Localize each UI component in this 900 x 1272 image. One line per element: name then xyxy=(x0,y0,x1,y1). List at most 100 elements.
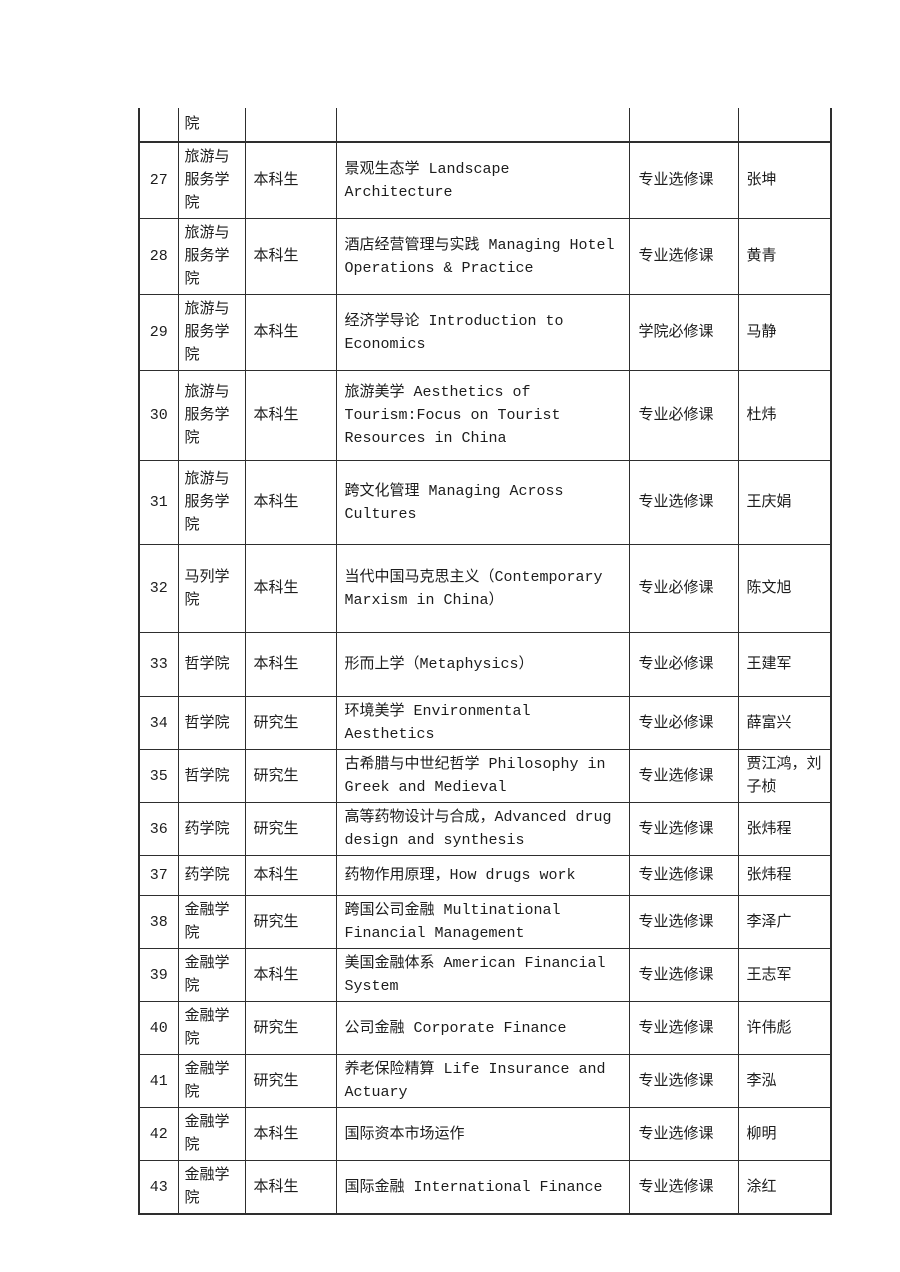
table-row: 32 马列学院 本科生 当代中国马克思主义（Contemporary Marxi… xyxy=(138,544,832,633)
student-type-cell: 研究生 xyxy=(244,802,337,856)
college-cell: 哲学院 xyxy=(177,749,246,803)
table-row: 38 金融学院 研究生 跨国公司金融 Multinational Financi… xyxy=(138,895,832,949)
row-number-cell: 38 xyxy=(138,895,179,949)
college-cell: 旅游与服务学院 xyxy=(177,294,246,371)
course-table-body: 院 27 旅游与服务学院 本科生 景观生态学 Landscape Archite… xyxy=(138,108,832,1215)
course-type-cell: 专业选修课 xyxy=(628,1107,739,1161)
row-number-cell: 39 xyxy=(138,948,179,1002)
table-row: 28 旅游与服务学院 本科生 酒店经营管理与实践 Managing Hotel … xyxy=(138,218,832,295)
student-type-cell: 研究生 xyxy=(244,749,337,803)
row-number-cell: 28 xyxy=(138,218,179,295)
student-type-cell: 本科生 xyxy=(244,948,337,1002)
table-row: 41 金融学院 研究生 养老保险精算 Life Insurance and Ac… xyxy=(138,1054,832,1108)
student-type-cell: 研究生 xyxy=(244,1001,337,1055)
course-table: 院 27 旅游与服务学院 本科生 景观生态学 Landscape Archite… xyxy=(138,108,832,1215)
course-name-cell: 经济学导论 Introduction to Economics xyxy=(335,294,630,371)
instructor-cell: 贾江鸿，刘子桢 xyxy=(737,749,832,803)
instructor-cell: 黄青 xyxy=(737,218,832,295)
student-type-cell: 本科生 xyxy=(244,370,337,461)
student-type-cell: 研究生 xyxy=(244,895,337,949)
college-cell: 马列学院 xyxy=(177,544,246,633)
course-type-cell: 专业选修课 xyxy=(628,895,739,949)
student-type-cell: 研究生 xyxy=(244,696,337,750)
college-cell: 哲学院 xyxy=(177,632,246,697)
table-row: 30 旅游与服务学院 本科生 旅游美学 Aesthetics of Touris… xyxy=(138,370,832,461)
instructor-cell: 陈文旭 xyxy=(737,544,832,633)
course-name-cell: 国际资本市场运作 xyxy=(335,1107,630,1161)
instructor-cell: 李泽广 xyxy=(737,895,832,949)
instructor-cell: 涂红 xyxy=(737,1160,832,1215)
row-number-cell: 43 xyxy=(138,1160,179,1215)
course-name-cell: 旅游美学 Aesthetics of Tourism:Focus on Tour… xyxy=(335,370,630,461)
college-cell: 院 xyxy=(177,108,246,143)
table-row: 31 旅游与服务学院 本科生 跨文化管理 Managing Across Cul… xyxy=(138,460,832,545)
course-type-cell: 专业必修课 xyxy=(628,370,739,461)
table-row: 29 旅游与服务学院 本科生 经济学导论 Introduction to Eco… xyxy=(138,294,832,371)
row-number-cell: 33 xyxy=(138,632,179,697)
student-type-cell xyxy=(244,108,337,143)
course-name-cell: 美国金融体系 American Financial System xyxy=(335,948,630,1002)
course-type-cell: 专业选修课 xyxy=(628,1054,739,1108)
course-name-cell: 养老保险精算 Life Insurance and Actuary xyxy=(335,1054,630,1108)
instructor-cell xyxy=(737,108,832,143)
college-cell: 金融学院 xyxy=(177,1107,246,1161)
instructor-cell: 李泓 xyxy=(737,1054,832,1108)
instructor-cell: 柳明 xyxy=(737,1107,832,1161)
table-row: 37 药学院 本科生 药物作用原理，How drugs work 专业选修课 张… xyxy=(138,855,832,896)
table-row: 33 哲学院 本科生 形而上学（Metaphysics） 专业必修课 王建军 xyxy=(138,632,832,697)
college-cell: 旅游与服务学院 xyxy=(177,218,246,295)
course-type-cell: 专业选修课 xyxy=(628,141,739,219)
college-cell: 药学院 xyxy=(177,855,246,896)
table-row: 43 金融学院 本科生 国际金融 International Finance 专… xyxy=(138,1160,832,1215)
row-number-cell: 42 xyxy=(138,1107,179,1161)
course-name-cell: 形而上学（Metaphysics） xyxy=(335,632,630,697)
table-row: 院 xyxy=(138,108,832,143)
college-cell: 金融学院 xyxy=(177,948,246,1002)
table-row: 35 哲学院 研究生 古希腊与中世纪哲学 Philosophy in Greek… xyxy=(138,749,832,803)
student-type-cell: 本科生 xyxy=(244,460,337,545)
college-cell: 金融学院 xyxy=(177,1001,246,1055)
college-cell: 旅游与服务学院 xyxy=(177,370,246,461)
row-number-cell: 36 xyxy=(138,802,179,856)
course-name-cell xyxy=(335,108,630,143)
student-type-cell: 本科生 xyxy=(244,632,337,697)
course-name-cell: 酒店经营管理与实践 Managing Hotel Operations & Pr… xyxy=(335,218,630,295)
college-cell: 药学院 xyxy=(177,802,246,856)
row-number-cell: 32 xyxy=(138,544,179,633)
table-row: 40 金融学院 研究生 公司金融 Corporate Finance 专业选修课… xyxy=(138,1001,832,1055)
row-number-cell: 37 xyxy=(138,855,179,896)
college-cell: 旅游与服务学院 xyxy=(177,460,246,545)
table-row: 42 金融学院 本科生 国际资本市场运作 专业选修课 柳明 xyxy=(138,1107,832,1161)
instructor-cell: 王建军 xyxy=(737,632,832,697)
student-type-cell: 本科生 xyxy=(244,218,337,295)
instructor-cell: 杜炜 xyxy=(737,370,832,461)
course-name-cell: 国际金融 International Finance xyxy=(335,1160,630,1215)
student-type-cell: 本科生 xyxy=(244,855,337,896)
instructor-cell: 张坤 xyxy=(737,141,832,219)
row-number-cell: 35 xyxy=(138,749,179,803)
college-cell: 金融学院 xyxy=(177,1160,246,1215)
college-cell: 金融学院 xyxy=(177,895,246,949)
course-name-cell: 景观生态学 Landscape Architecture xyxy=(335,141,630,219)
course-type-cell: 专业选修课 xyxy=(628,1001,739,1055)
course-type-cell: 专业选修课 xyxy=(628,855,739,896)
row-number-cell: 27 xyxy=(138,141,179,219)
instructor-cell: 马静 xyxy=(737,294,832,371)
row-number-cell: 30 xyxy=(138,370,179,461)
course-name-cell: 古希腊与中世纪哲学 Philosophy in Greek and Mediev… xyxy=(335,749,630,803)
student-type-cell: 本科生 xyxy=(244,141,337,219)
row-number-cell: 34 xyxy=(138,696,179,750)
course-type-cell: 专业选修课 xyxy=(628,460,739,545)
course-name-cell: 跨国公司金融 Multinational Financial Managemen… xyxy=(335,895,630,949)
course-type-cell: 专业选修课 xyxy=(628,218,739,295)
course-name-cell: 环境美学 Environmental Aesthetics xyxy=(335,696,630,750)
instructor-cell: 张炜程 xyxy=(737,855,832,896)
row-number-cell: 31 xyxy=(138,460,179,545)
course-name-cell: 当代中国马克思主义（Contemporary Marxism in China） xyxy=(335,544,630,633)
table-row: 36 药学院 研究生 高等药物设计与合成，Advanced drug desig… xyxy=(138,802,832,856)
table-row: 27 旅游与服务学院 本科生 景观生态学 Landscape Architect… xyxy=(138,141,832,219)
student-type-cell: 研究生 xyxy=(244,1054,337,1108)
student-type-cell: 本科生 xyxy=(244,294,337,371)
course-type-cell: 专业选修课 xyxy=(628,749,739,803)
